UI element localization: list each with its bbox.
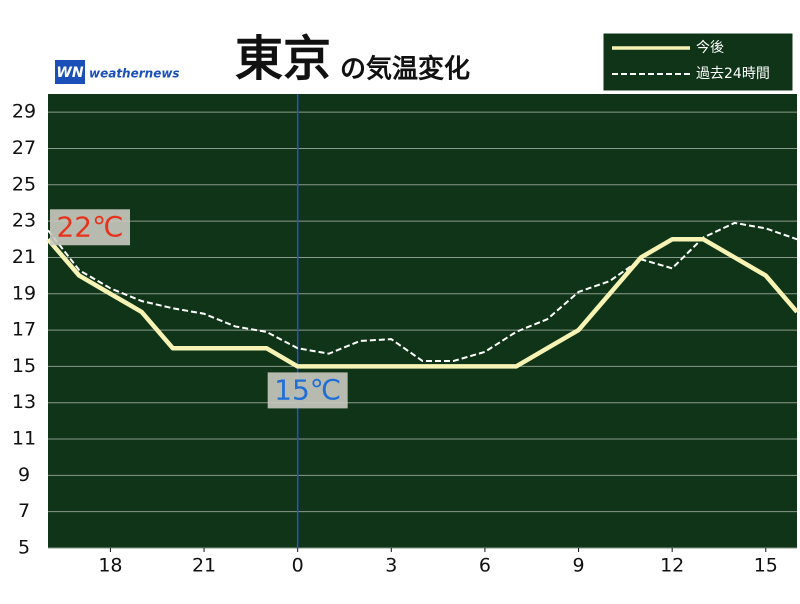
y-tick-label: 11 — [12, 428, 36, 450]
y-tick-label: 15 — [12, 355, 36, 377]
x-tick-label: 3 — [385, 555, 397, 577]
annotation-label: 15℃ — [274, 373, 341, 406]
x-tick-label: 18 — [98, 555, 122, 577]
y-tick-label: 25 — [12, 173, 36, 195]
annotation-label: 22℃ — [56, 210, 123, 243]
y-tick-label: 21 — [12, 246, 36, 268]
svg-text:WN: WN — [56, 65, 83, 81]
legend-label: 今後 — [696, 40, 724, 56]
chart-subtitle: の気温変化 — [340, 54, 470, 85]
y-tick-label: 5 — [18, 537, 30, 559]
y-tick-label: 19 — [12, 282, 36, 304]
y-tick-label: 29 — [12, 101, 36, 123]
y-tick-label: 9 — [18, 464, 30, 486]
annotation-box — [267, 372, 348, 409]
x-tick-label: 12 — [660, 555, 684, 577]
x-tick-label: 6 — [479, 555, 491, 577]
y-tick-label: 17 — [12, 319, 36, 341]
series-line — [46, 237, 799, 369]
annotation-box — [50, 209, 130, 246]
y-tick-label: 7 — [18, 500, 30, 522]
legend-box — [602, 32, 794, 92]
annotation: 15℃ — [267, 372, 348, 409]
chart-title: 東京 — [235, 31, 331, 87]
x-tick-label: 15 — [754, 555, 778, 577]
y-tick-label: 23 — [12, 210, 36, 232]
logo-badge: WN — [55, 60, 85, 84]
x-tick-label: 0 — [292, 555, 304, 577]
series-line — [47, 221, 798, 362]
y-tick-label: 13 — [12, 391, 36, 413]
logo: weathernews — [89, 67, 180, 81]
legend-label: 過去24時間 — [696, 66, 770, 82]
y-tick-label: 27 — [12, 137, 36, 159]
x-tick-label: 21 — [192, 555, 216, 577]
plot-bg — [48, 94, 797, 548]
x-tick-label: 9 — [572, 555, 584, 577]
annotation: 22℃ — [50, 209, 130, 246]
